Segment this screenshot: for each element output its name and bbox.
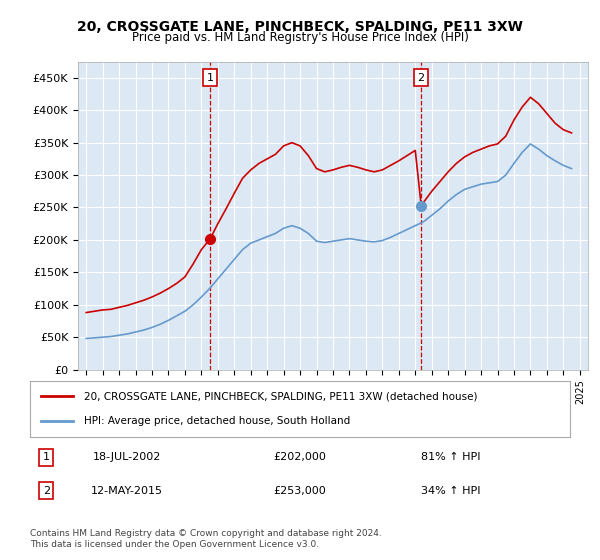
Text: Contains HM Land Registry data © Crown copyright and database right 2024.
This d: Contains HM Land Registry data © Crown c… xyxy=(30,529,382,549)
Text: 20, CROSSGATE LANE, PINCHBECK, SPALDING, PE11 3XW (detached house): 20, CROSSGATE LANE, PINCHBECK, SPALDING,… xyxy=(84,391,478,402)
Text: 1: 1 xyxy=(207,73,214,83)
Text: 2: 2 xyxy=(43,486,50,496)
Text: HPI: Average price, detached house, South Holland: HPI: Average price, detached house, Sout… xyxy=(84,416,350,426)
Text: 1: 1 xyxy=(43,452,50,462)
Text: 18-JUL-2002: 18-JUL-2002 xyxy=(93,452,161,462)
Text: 20, CROSSGATE LANE, PINCHBECK, SPALDING, PE11 3XW: 20, CROSSGATE LANE, PINCHBECK, SPALDING,… xyxy=(77,20,523,34)
Text: 81% ↑ HPI: 81% ↑ HPI xyxy=(421,452,481,462)
Text: 2: 2 xyxy=(418,73,425,83)
Text: Price paid vs. HM Land Registry's House Price Index (HPI): Price paid vs. HM Land Registry's House … xyxy=(131,31,469,44)
Text: £202,000: £202,000 xyxy=(274,452,326,462)
Text: £253,000: £253,000 xyxy=(274,486,326,496)
Text: 34% ↑ HPI: 34% ↑ HPI xyxy=(421,486,481,496)
Text: 12-MAY-2015: 12-MAY-2015 xyxy=(91,486,163,496)
